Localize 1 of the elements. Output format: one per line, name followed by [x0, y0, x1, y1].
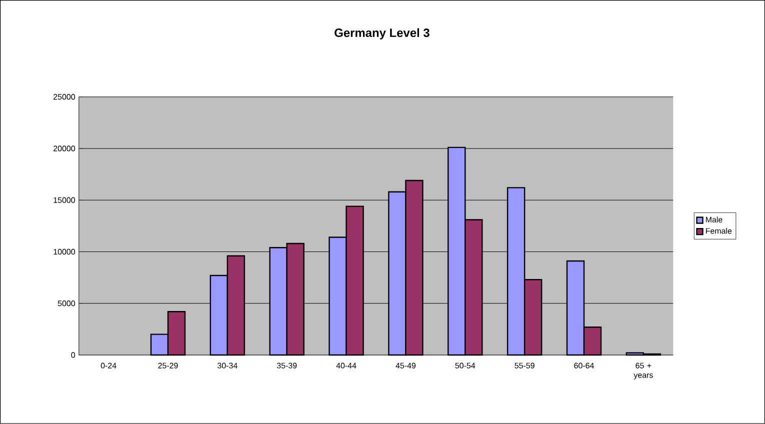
chart-title: Germany Level 3: [334, 28, 430, 40]
